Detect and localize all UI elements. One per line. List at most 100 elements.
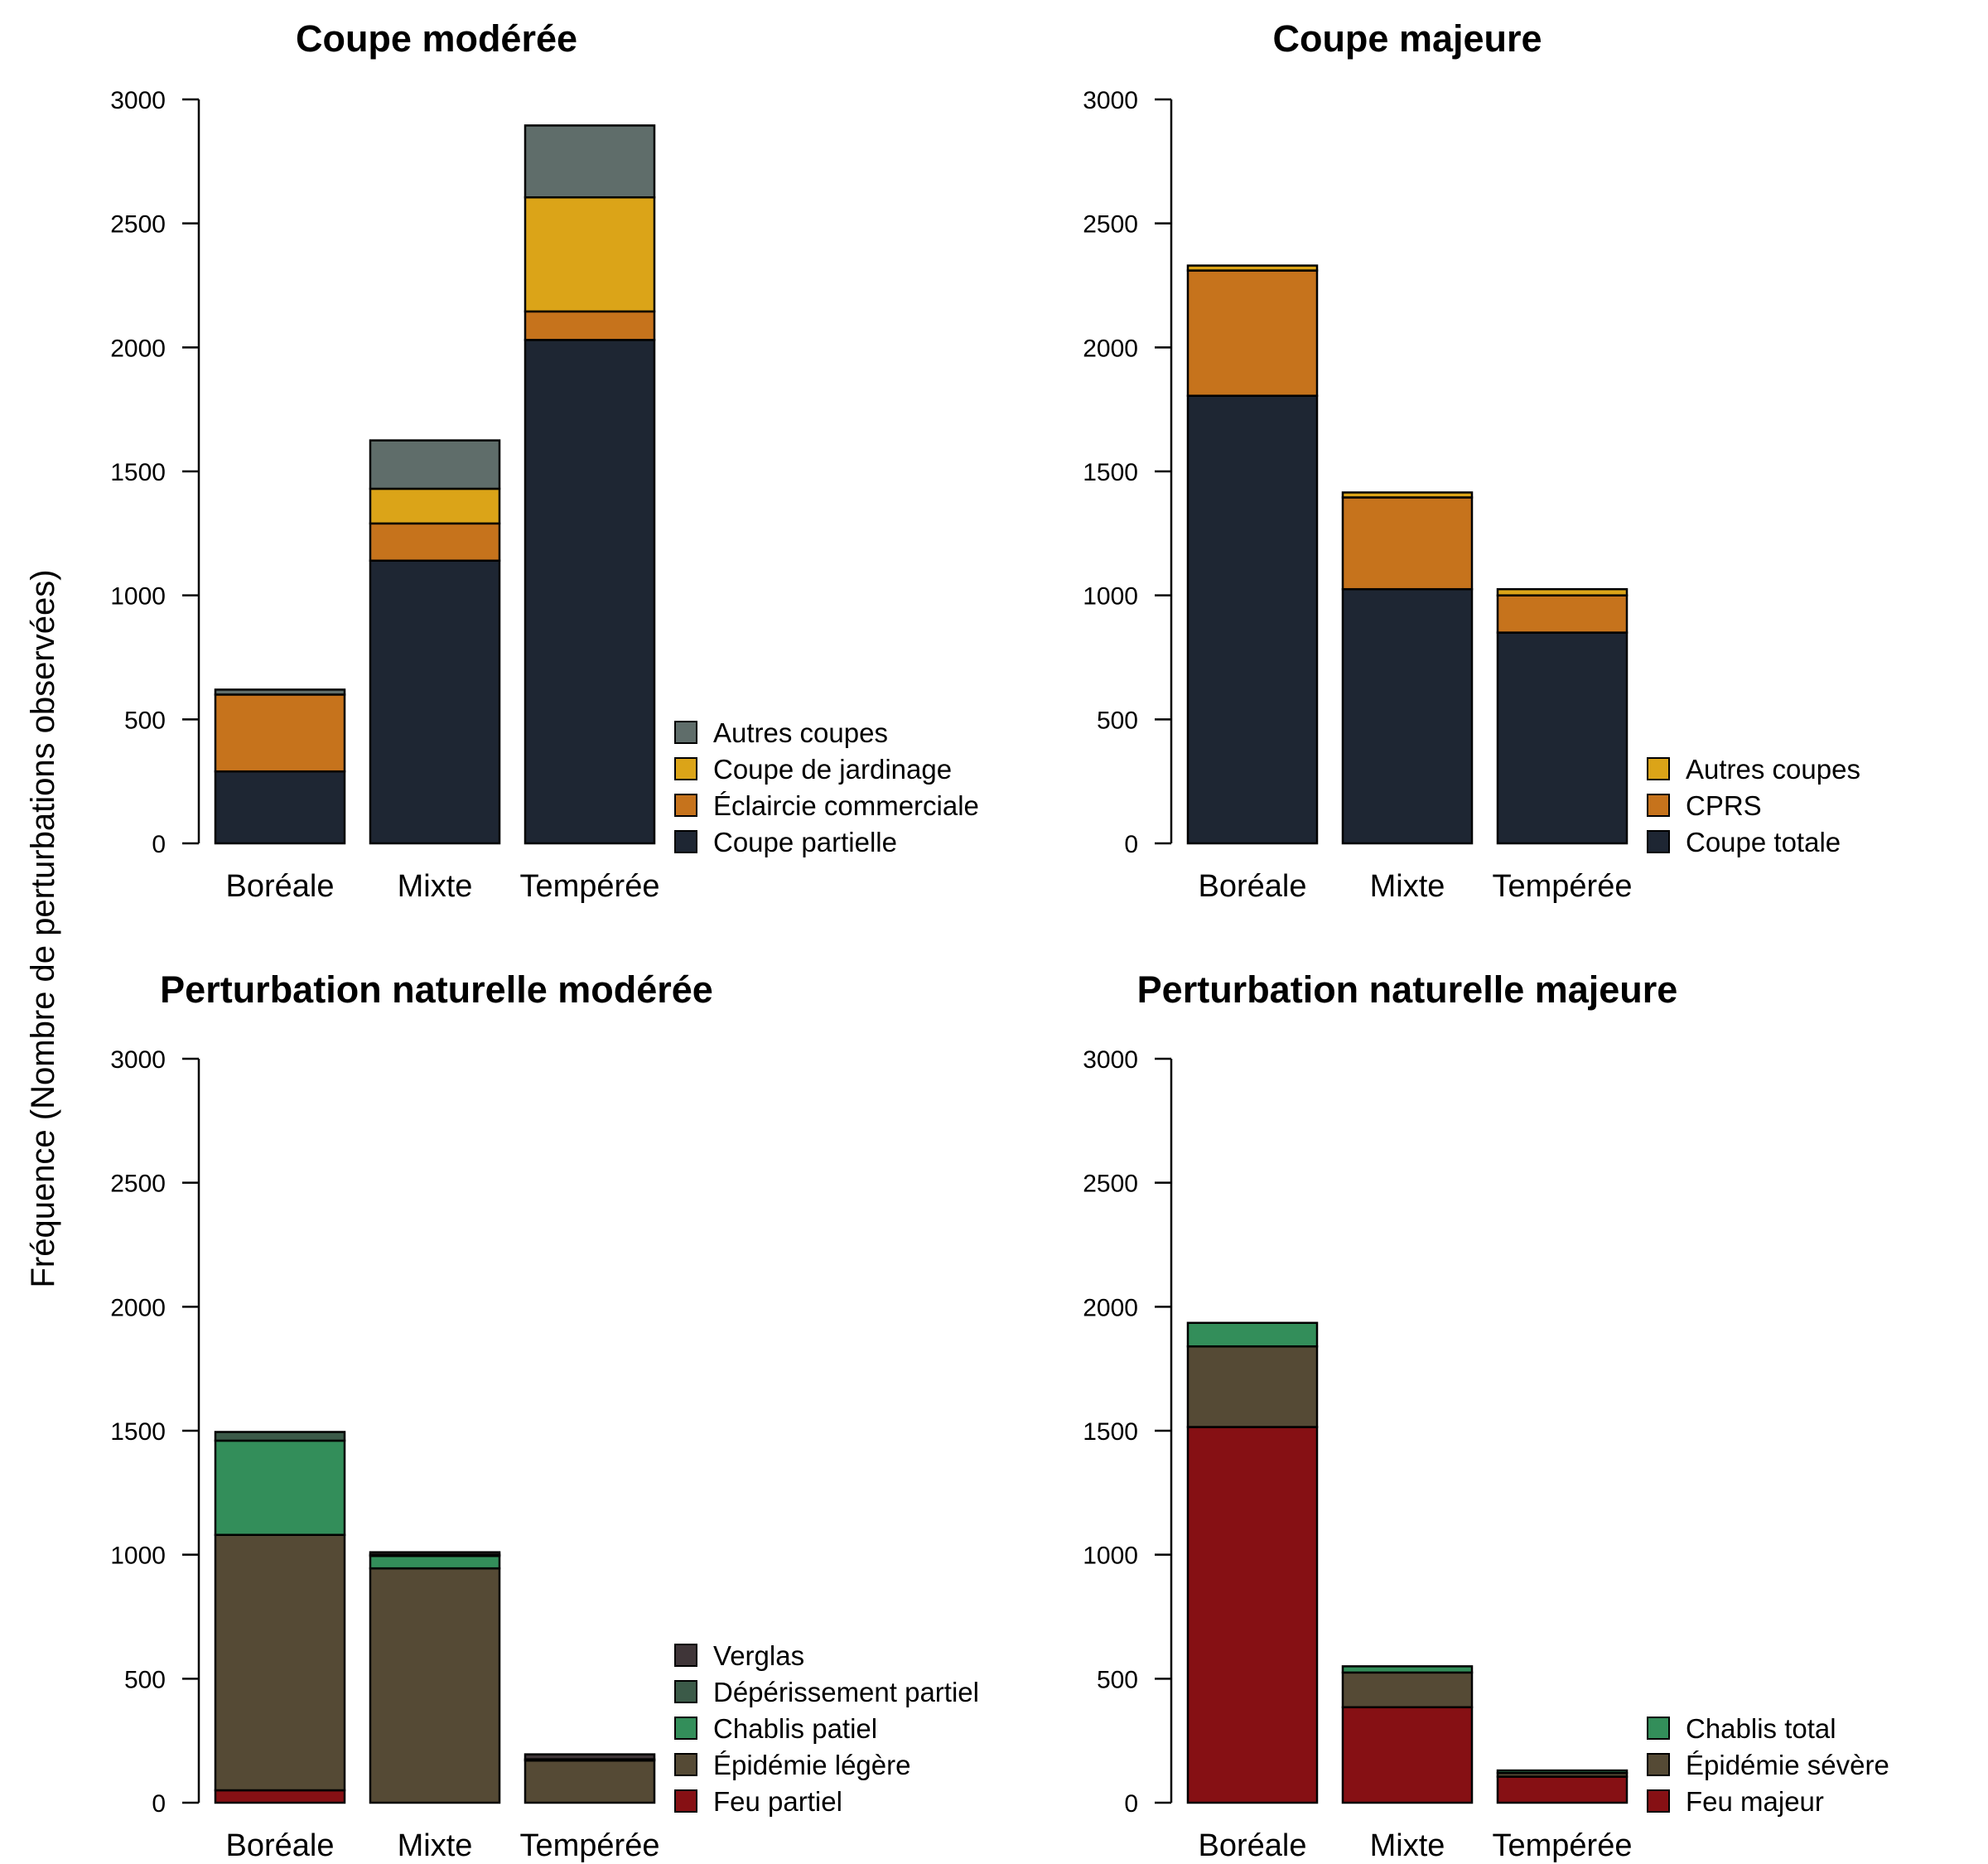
bar-segment-feu-majeur-mixte	[1341, 1706, 1474, 1804]
legend-label: Chablis total	[1686, 1713, 1836, 1744]
bar-segment-feu-partiel-boreale	[214, 1789, 346, 1804]
legend-label: Feu partiel	[713, 1786, 842, 1817]
legend-swatch	[674, 1789, 697, 1813]
y-tick-label: 1000	[1083, 583, 1138, 611]
panel-2: Coupe majeure 0 500 1000 1500 2000 2500 3000 Bor…	[1083, 17, 1860, 904]
legend-label: Chablis patiel	[713, 1713, 877, 1744]
legend-swatch	[1647, 1717, 1670, 1740]
y-tick-label: 2000	[1083, 1294, 1138, 1321]
legend-label: Coupe partielle	[713, 827, 897, 857]
x-tick-label: Tempérée	[520, 1828, 660, 1863]
legend-label: Éclaircie commerciale	[713, 790, 979, 821]
y-tick-label: 2500	[1083, 1171, 1138, 1198]
x-tick-label: Tempérée	[1493, 869, 1633, 904]
y-tick-label: 500	[1097, 707, 1138, 734]
bar-segment-epidemie-legere-mixte	[369, 1567, 501, 1804]
y-tick-label: 1500	[110, 459, 166, 486]
y-tick-label: 500	[124, 1666, 166, 1693]
legend-swatch	[674, 721, 697, 744]
panel-3: Perturbation naturelle modérée 0 500 1000 15…	[110, 968, 979, 1863]
legend-swatch	[674, 1753, 697, 1776]
legend-swatch	[674, 1680, 697, 1703]
legend-label: Épidémie sévère	[1686, 1750, 1889, 1780]
bar-segment-cprs-temperee	[1496, 594, 1629, 634]
bar-segment-coupe-de-jardinage-temperee	[524, 196, 656, 313]
legend-swatch	[1647, 794, 1670, 817]
legend-label: Feu majeur	[1686, 1786, 1824, 1817]
legend-swatch	[674, 757, 697, 780]
y-tick-label: 500	[1097, 1666, 1138, 1693]
y-tick-label: 2500	[110, 1171, 166, 1198]
bar-segment-chablis-patiel-mixte	[369, 1554, 501, 1570]
bar-segment-epidemie-legere-boreale	[214, 1533, 346, 1792]
y-tick-label: 1500	[110, 1418, 166, 1446]
bar-segment-feu-majeur-boreale	[1186, 1426, 1319, 1804]
x-tick-label: Mixte	[398, 1828, 473, 1863]
bar-segment-verglas-mixte	[369, 1551, 501, 1556]
bar-segment-chablis-total-temperee	[1496, 1769, 1629, 1775]
bar-segment-autres-coupes-mixte	[1341, 491, 1474, 499]
y-tick-label: 2500	[1083, 211, 1138, 239]
bar-segment-autres-coupes-temperee	[1496, 587, 1629, 596]
panel-title: Perturbation naturelle modérée	[160, 968, 713, 1011]
x-tick-label: Tempérée	[520, 869, 660, 904]
panel-title: Perturbation naturelle majeure	[1137, 968, 1678, 1011]
bar-segment-chablis-total-mixte	[1341, 1665, 1474, 1674]
x-tick-label: Boréale	[1199, 869, 1307, 904]
legend-swatch	[674, 794, 697, 817]
bar-segment-deperissement-partiel-boreale	[214, 1431, 346, 1442]
bar-segment-autres-coupes-mixte	[369, 439, 501, 490]
legend-label: Autres coupes	[1686, 754, 1860, 785]
bar-segment-autres-coupes-temperee	[524, 124, 656, 199]
bar-segment-coupe-partielle-temperee	[524, 339, 656, 845]
y-tick-label: 0	[1124, 831, 1138, 858]
y-tick-label: 1500	[1083, 1418, 1138, 1446]
y-tick-label: 2000	[110, 335, 166, 362]
x-tick-label: Mixte	[398, 869, 473, 904]
y-tick-label: 1500	[1083, 459, 1138, 486]
x-tick-label: Tempérée	[1493, 1828, 1633, 1863]
bar-segment-autres-coupes-boreale	[214, 688, 346, 696]
legend: Verglas Dépérissement partiel Chablis pati…	[674, 1640, 979, 1817]
y-tick-label: 1000	[110, 583, 166, 611]
legend-swatch	[1647, 1753, 1670, 1776]
panel-1: Coupe modérée 0 500 1000 1500 2000 2500 3000 Bor…	[110, 17, 979, 904]
bar-segment-cprs-boreale	[1186, 269, 1319, 397]
x-tick-label: Mixte	[1370, 1828, 1445, 1863]
bar-segment-coupe-partielle-boreale	[214, 770, 346, 845]
legend-label: Épidémie légère	[713, 1750, 910, 1780]
y-tick-label: 0	[152, 831, 166, 858]
legend-swatch	[674, 830, 697, 853]
legend-label: Coupe totale	[1686, 827, 1841, 857]
legend: Chablis total Épidémie sévère Feu majeur	[1647, 1713, 1889, 1817]
x-tick-label: Boréale	[1199, 1828, 1307, 1863]
bar-segment-coupe-partielle-mixte	[369, 559, 501, 845]
y-tick-label: 3000	[1083, 87, 1138, 114]
legend-swatch	[1647, 757, 1670, 780]
y-tick-label: 3000	[110, 87, 166, 114]
bar-segment-chablis-patiel-boreale	[214, 1439, 346, 1536]
legend-swatch	[674, 1717, 697, 1740]
y-axis-label: Fréquence (Nombre de perturbations obser…	[25, 569, 61, 1287]
bar-segment-cprs-mixte	[1341, 496, 1474, 591]
bar-segment-autres-coupes-boreale	[1186, 264, 1319, 272]
legend-label: CPRS	[1686, 790, 1762, 821]
y-tick-label: 3000	[1083, 1046, 1138, 1074]
legend-label: Verglas	[713, 1640, 804, 1671]
x-tick-label: Mixte	[1370, 869, 1445, 904]
legend-swatch	[1647, 830, 1670, 853]
y-tick-label: 0	[1124, 1790, 1138, 1818]
legend-swatch	[674, 1644, 697, 1667]
y-tick-label: 3000	[110, 1046, 166, 1074]
y-tick-label: 1000	[1083, 1543, 1138, 1570]
y-tick-label: 2000	[1083, 335, 1138, 362]
legend-label: Coupe de jardinage	[713, 754, 952, 785]
y-tick-label: 2500	[110, 211, 166, 239]
bar-segment-feu-majeur-temperee	[1496, 1775, 1629, 1804]
bar-segment-coupe-totale-temperee	[1496, 631, 1629, 845]
bar-segment-chablis-total-boreale	[1186, 1321, 1319, 1348]
panel-title: Coupe majeure	[1272, 17, 1542, 60]
bar-segment-epidemie-severe-mixte	[1341, 1671, 1474, 1709]
bar-segment-eclaircie-commerciale-mixte	[369, 522, 501, 563]
